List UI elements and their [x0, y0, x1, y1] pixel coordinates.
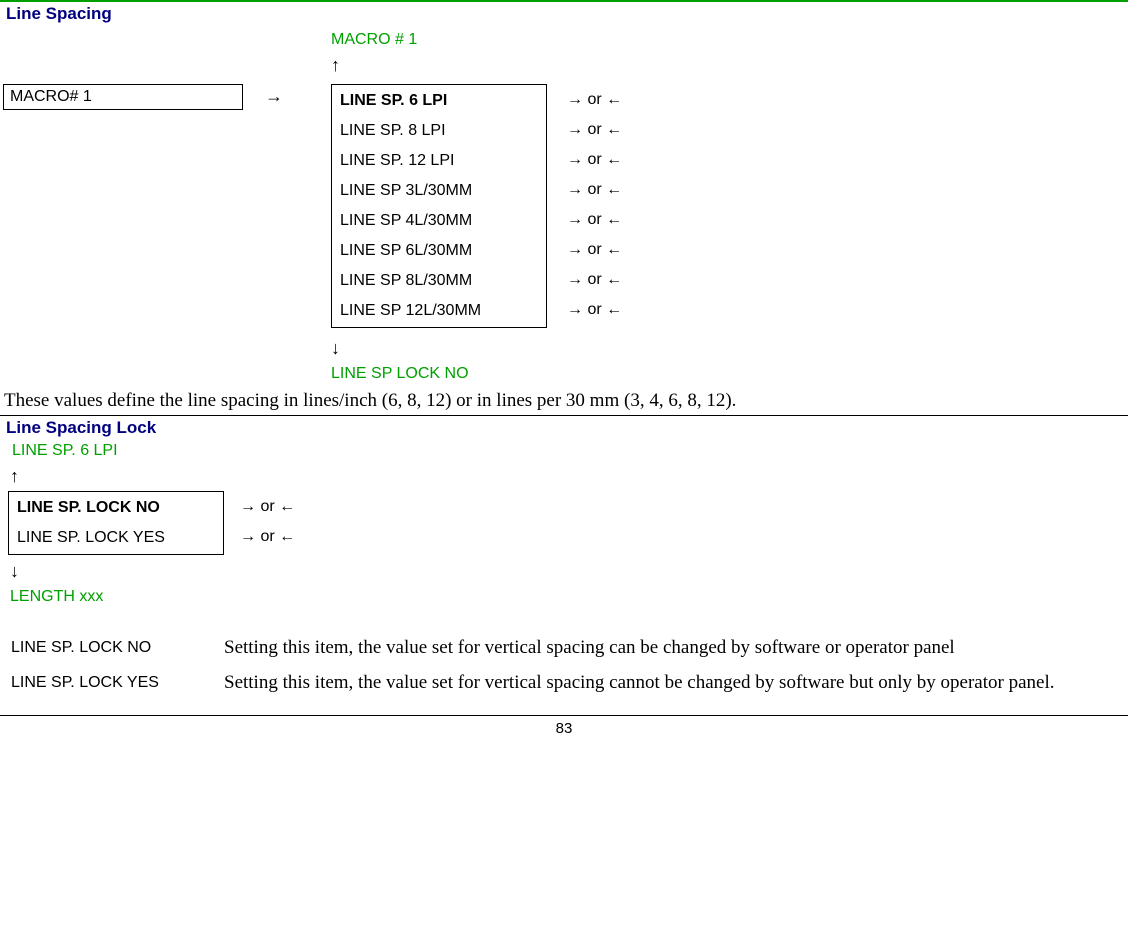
section2-tail-nav: LENGTH xxx — [0, 582, 1128, 606]
section2-menu: LINE SP. LOCK NO LINE SP. LOCK YES — [8, 491, 224, 555]
section1-head-nav: MACRO # 1 — [331, 31, 547, 49]
desc-text: Setting this item, the value set for ver… — [223, 671, 1055, 695]
choice-arrows: → or ← — [226, 493, 301, 521]
section1-heading: Line Spacing — [0, 2, 1128, 24]
choice-arrows: → or ← — [553, 86, 628, 114]
section2-heading: Line Spacing Lock — [0, 416, 1128, 438]
section2-description-table: LINE SP. LOCK NO Setting this item, the … — [8, 634, 1057, 697]
right-arrow-icon: → — [264, 83, 328, 329]
up-arrow-icon: ↑ — [0, 460, 1128, 487]
section1-description: These values define the line spacing in … — [0, 386, 1128, 415]
choice-arrows: → or ← — [553, 176, 628, 204]
menu-item: LINE SP 4L/30MM — [334, 207, 544, 235]
down-arrow-icon: ↓ — [331, 332, 547, 365]
section1-layout: MACRO # 1 ↑ MACRO# 1 → LINE SP. 6 LPI LI… — [0, 28, 633, 386]
menu-item: LINE SP. LOCK NO — [11, 494, 221, 522]
menu-item: LINE SP. LOCK YES — [11, 524, 221, 552]
menu-item: LINE SP 3L/30MM — [334, 177, 544, 205]
up-arrow-icon: ↑ — [331, 49, 547, 80]
page-number: 83 — [0, 716, 1128, 737]
section2-choices: → or ← → or ← — [224, 491, 303, 553]
section1-menu: LINE SP. 6 LPI LINE SP. 8 LPI LINE SP. 1… — [331, 84, 547, 328]
origin-box: MACRO# 1 — [3, 84, 243, 110]
menu-item: LINE SP 8L/30MM — [334, 267, 544, 295]
choice-arrows: → or ← — [553, 206, 628, 234]
menu-item: LINE SP 12L/30MM — [334, 297, 544, 325]
section2-head-nav: LINE SP. 6 LPI — [0, 438, 1128, 460]
down-arrow-icon: ↓ — [0, 555, 1128, 582]
menu-item: LINE SP. 12 LPI — [334, 147, 544, 175]
menu-item: LINE SP 6L/30MM — [334, 237, 544, 265]
menu-item: LINE SP. 6 LPI — [334, 87, 544, 115]
section1-choices: → or ← → or ← → or ← → or ← → or ← → or … — [551, 84, 630, 326]
section1-tail-nav: LINE SP LOCK NO — [331, 365, 547, 383]
origin-box-text: MACRO# 1 — [10, 88, 92, 105]
desc-text: Setting this item, the value set for ver… — [223, 636, 1055, 669]
choice-arrows: → or ← — [553, 266, 628, 294]
choice-arrows: → or ← — [553, 236, 628, 264]
choice-arrows: → or ← — [553, 296, 628, 324]
desc-label: LINE SP. LOCK NO — [10, 636, 221, 669]
choice-arrows: → or ← — [553, 116, 628, 144]
choice-arrows: → or ← — [226, 523, 301, 551]
choice-arrows: → or ← — [553, 146, 628, 174]
menu-item: LINE SP. 8 LPI — [334, 117, 544, 145]
desc-label: LINE SP. LOCK YES — [10, 671, 221, 695]
